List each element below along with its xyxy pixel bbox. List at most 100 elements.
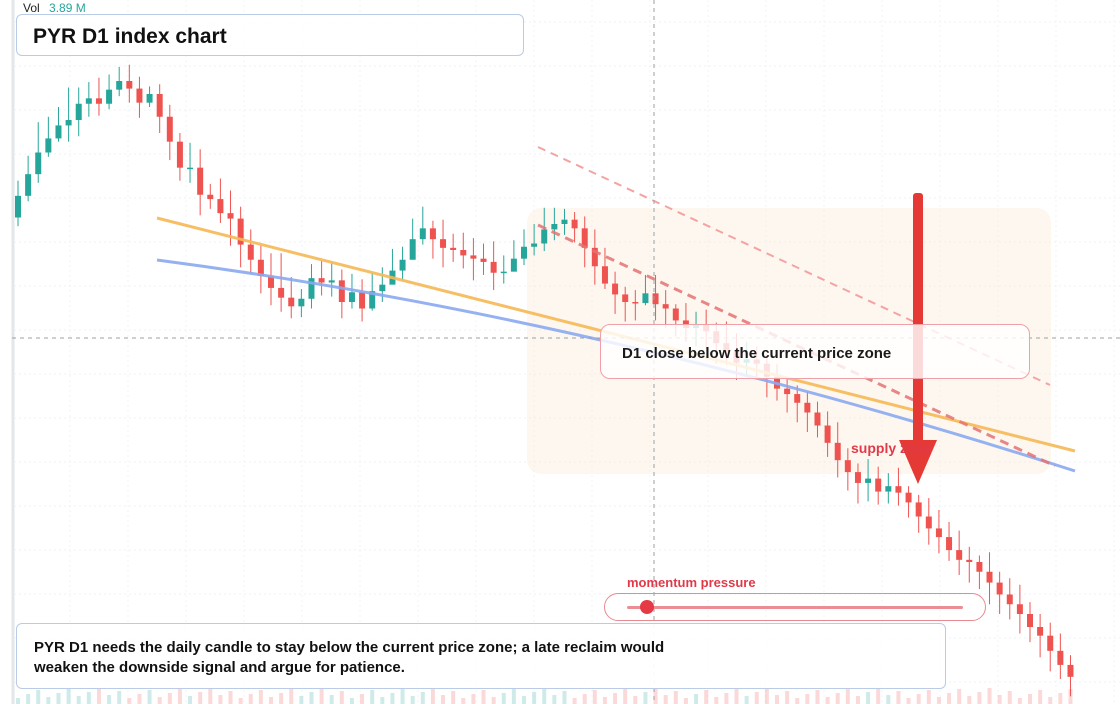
candle-body bbox=[834, 442, 841, 461]
candle-body bbox=[865, 478, 872, 483]
candle-body bbox=[804, 402, 811, 413]
candle-body bbox=[895, 486, 902, 493]
candle-body bbox=[1047, 635, 1054, 651]
volume-bars bbox=[16, 688, 1073, 704]
candle-body bbox=[1027, 614, 1033, 627]
candle-body bbox=[268, 276, 274, 288]
volume-bar bbox=[289, 689, 294, 704]
volume-bar bbox=[441, 695, 446, 704]
volume-bar bbox=[704, 690, 709, 704]
candle-body bbox=[247, 244, 254, 260]
down-arrow-icon bbox=[899, 193, 937, 484]
candle-body bbox=[237, 218, 244, 245]
candle-body bbox=[905, 492, 912, 503]
candle-body bbox=[338, 280, 345, 302]
volume-bar bbox=[633, 696, 638, 704]
candle-body bbox=[197, 167, 204, 195]
volume-bar bbox=[613, 693, 618, 704]
volume-bar bbox=[117, 691, 122, 704]
candle-body bbox=[176, 141, 183, 168]
volume-bar bbox=[896, 691, 901, 704]
momentum-knob[interactable] bbox=[640, 600, 655, 614]
candle-body bbox=[217, 199, 224, 214]
candle-body bbox=[278, 287, 285, 298]
candle-body bbox=[500, 271, 507, 274]
candle-body bbox=[956, 550, 963, 560]
volume-bar bbox=[46, 697, 51, 704]
candle-body bbox=[531, 243, 538, 247]
volume-bar bbox=[511, 689, 516, 704]
volume-bar bbox=[430, 688, 435, 704]
volume-bar bbox=[835, 693, 840, 704]
candle-body bbox=[480, 258, 487, 262]
candle-body bbox=[591, 247, 598, 267]
volume-bar bbox=[339, 691, 344, 704]
note-panel: PYR D1 needs the daily candle to stay be… bbox=[16, 623, 946, 689]
volume-bar bbox=[936, 697, 941, 704]
volume-bar bbox=[825, 697, 830, 704]
candle-body bbox=[328, 280, 335, 283]
volume-bar bbox=[410, 696, 415, 704]
volume-bar bbox=[258, 690, 263, 704]
volume-bar bbox=[157, 697, 162, 704]
candle-body bbox=[440, 239, 447, 248]
candle-body bbox=[601, 266, 608, 284]
candle-body bbox=[460, 250, 467, 256]
candle-body bbox=[35, 152, 42, 175]
candle-body bbox=[298, 298, 305, 307]
title-panel: PYR D1 index chart bbox=[16, 14, 524, 56]
volume-bar bbox=[390, 693, 395, 704]
volume-bar bbox=[309, 692, 314, 704]
candle-body bbox=[15, 195, 21, 218]
volume-bar bbox=[785, 691, 790, 704]
volume-bar bbox=[36, 690, 41, 704]
candle-body bbox=[885, 486, 892, 492]
candle-body bbox=[1037, 627, 1044, 636]
momentum-gauge bbox=[604, 593, 986, 621]
volume-bar bbox=[76, 696, 81, 704]
volume-bar bbox=[734, 689, 739, 704]
volume-bar bbox=[208, 688, 213, 704]
candle-body bbox=[854, 472, 861, 483]
volume-bar bbox=[977, 692, 982, 704]
volume-bar bbox=[1017, 698, 1022, 704]
candle-body bbox=[622, 294, 629, 302]
volume-bar bbox=[916, 694, 921, 704]
volume-bar bbox=[815, 690, 820, 704]
candle-body bbox=[95, 98, 102, 104]
volume-bar bbox=[602, 697, 607, 704]
volume-bar bbox=[147, 690, 152, 704]
volume-bar bbox=[228, 691, 233, 704]
channel-line-upper bbox=[537, 146, 1051, 386]
volume-bar bbox=[522, 696, 526, 704]
volume-bar bbox=[167, 693, 172, 704]
volume-bar bbox=[623, 689, 628, 704]
candle-body bbox=[875, 478, 882, 492]
volume-bar bbox=[238, 698, 243, 704]
candle-body bbox=[935, 528, 942, 538]
candle-body bbox=[561, 219, 568, 224]
volume-bar bbox=[380, 697, 385, 704]
volume-bar bbox=[947, 693, 952, 704]
candle-body bbox=[187, 167, 194, 170]
volume-bar bbox=[653, 688, 658, 704]
candle-body bbox=[359, 292, 366, 309]
candle-body bbox=[946, 537, 953, 551]
candle-body bbox=[966, 559, 973, 562]
candle-body bbox=[409, 239, 416, 260]
volume-bar bbox=[96, 688, 101, 704]
volume-bar bbox=[198, 692, 203, 704]
candle-body bbox=[207, 194, 214, 200]
candle-body bbox=[571, 219, 578, 229]
candle-body bbox=[136, 88, 143, 103]
candle-body bbox=[399, 259, 406, 271]
volume-bar bbox=[876, 688, 881, 704]
candle-body bbox=[166, 116, 173, 142]
volume-bar bbox=[724, 693, 729, 704]
candle-body bbox=[996, 582, 1003, 595]
candle-body bbox=[470, 255, 477, 259]
volume-bar bbox=[855, 696, 860, 704]
volume-bar bbox=[764, 688, 769, 704]
candle-body bbox=[308, 278, 315, 299]
